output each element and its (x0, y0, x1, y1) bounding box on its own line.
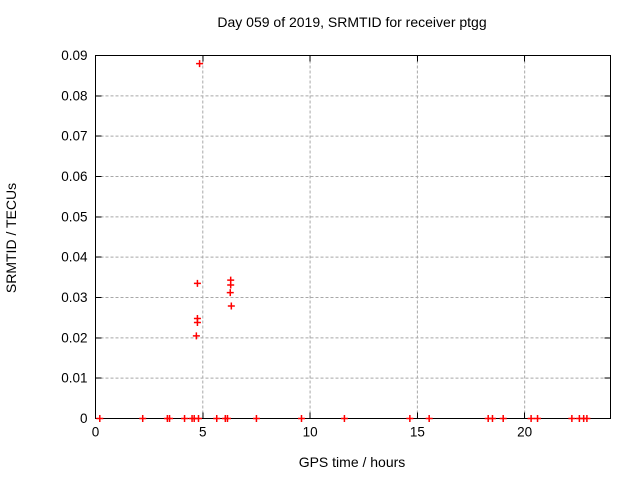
data-point-marker (488, 415, 496, 422)
x-tick-label: 0 (92, 425, 100, 440)
y-tick-label: 0.08 (61, 88, 87, 103)
data-point-marker (196, 60, 204, 68)
data-point-marker (534, 415, 542, 422)
data-point-marker (96, 415, 104, 422)
data-point-marker (568, 415, 576, 422)
y-tick-label: 0.01 (61, 371, 87, 386)
data-point-marker (213, 415, 221, 422)
data-point-marker (499, 415, 507, 422)
data-point-marker (583, 415, 591, 422)
data-point-marker (527, 415, 535, 422)
data-point-marker (223, 415, 231, 422)
data-point-marker (252, 415, 260, 422)
data-point-marker (340, 415, 348, 422)
chart-title: Day 059 of 2019, SRMTID for receiver ptg… (217, 14, 487, 30)
data-point-marker (298, 415, 305, 422)
y-tick-label: 0.05 (61, 209, 87, 224)
data-point-marker (226, 289, 234, 297)
y-tick-label: 0.04 (61, 250, 88, 265)
plot-frame (95, 55, 611, 419)
data-point-marker (193, 279, 201, 287)
y-tick-label: 0.02 (61, 330, 87, 345)
data-point-marker (193, 314, 201, 322)
data-point-marker (406, 415, 414, 422)
data-point-marker (181, 415, 189, 422)
x-tick-label: 20 (517, 425, 532, 440)
x-axis-label: GPS time / hours (298, 454, 406, 470)
x-tick-label: 10 (303, 425, 318, 440)
data-point-marker (192, 332, 200, 340)
data-point-marker (139, 415, 147, 422)
y-tick-label: 0.06 (61, 169, 87, 184)
data-point-marker (227, 302, 235, 310)
data-point-marker (227, 276, 235, 284)
x-tick-label: 15 (410, 425, 425, 440)
x-tick-label: 5 (199, 425, 207, 440)
y-tick-label: 0 (80, 411, 88, 426)
y-tick-label: 0.07 (61, 129, 87, 144)
data-point-marker (195, 415, 202, 422)
y-tick-label: 0.09 (61, 48, 87, 63)
y-tick-label: 0.03 (61, 290, 87, 305)
data-point-marker (425, 415, 433, 422)
data-point-marker (166, 415, 174, 422)
